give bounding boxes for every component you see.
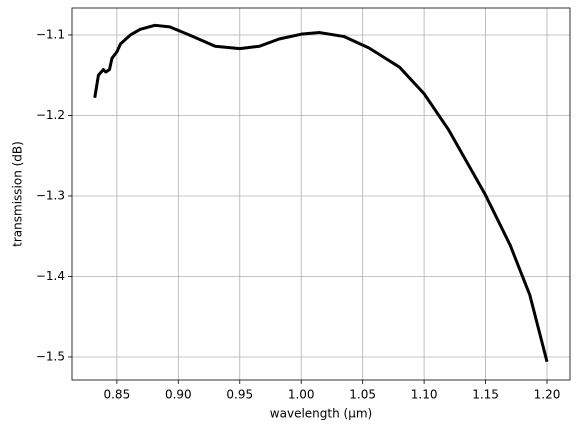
x-tick-label: 1.20 <box>534 388 561 402</box>
y-tick-label: −1.3 <box>36 188 65 202</box>
x-tick-label: 0.90 <box>165 388 192 402</box>
y-tick-label: −1.1 <box>36 27 65 41</box>
x-tick-label: 1.00 <box>288 388 315 402</box>
x-axis-label: wavelength (μm) <box>270 407 372 421</box>
y-tick-label: −1.4 <box>36 269 65 283</box>
x-tick-label: 1.05 <box>349 388 376 402</box>
plot-frame <box>71 7 571 381</box>
x-tick-label: 0.85 <box>103 388 130 402</box>
x-tick-label: 1.15 <box>472 388 499 402</box>
y-tick-label: −1.2 <box>36 108 65 122</box>
x-tick-label: 0.95 <box>226 388 253 402</box>
y-axis-label: transmission (dB) <box>11 141 25 247</box>
x-tick-label: 1.10 <box>411 388 438 402</box>
y-tick-label: −1.5 <box>36 349 65 363</box>
line-series <box>93 23 549 363</box>
